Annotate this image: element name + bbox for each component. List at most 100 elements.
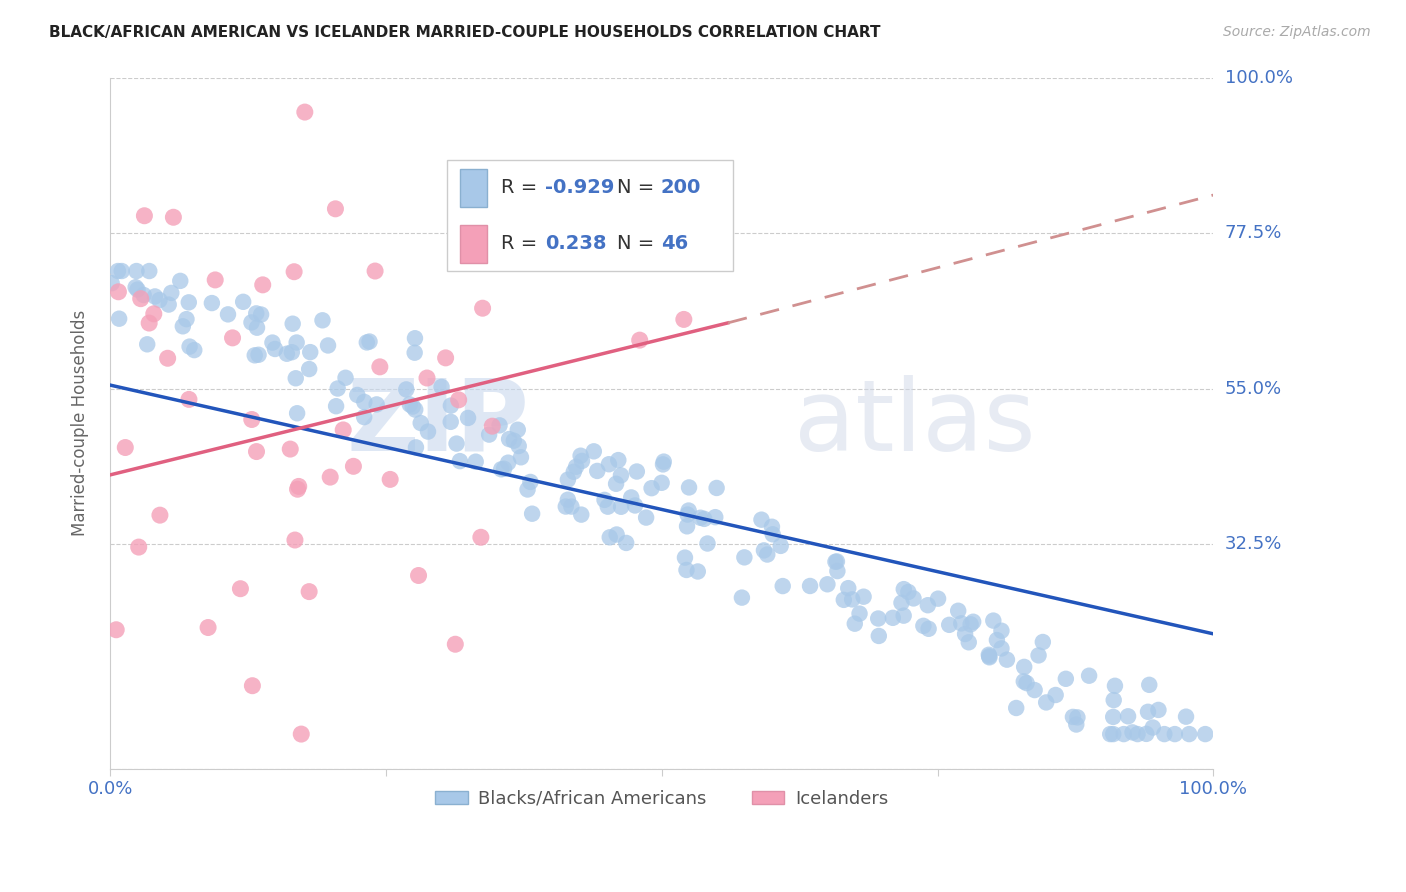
- Point: [825, 554, 848, 568]
- Point: [197, 621, 219, 635]
- Point: [298, 362, 321, 376]
- Point: [1194, 727, 1216, 741]
- Point: [364, 264, 387, 278]
- Point: [832, 592, 855, 607]
- Point: [599, 530, 621, 544]
- Point: [287, 479, 309, 493]
- Text: N =: N =: [617, 235, 659, 253]
- Point: [148, 293, 170, 307]
- Point: [1153, 727, 1175, 741]
- Point: [252, 277, 274, 292]
- Point: [598, 457, 620, 471]
- Point: [950, 616, 973, 631]
- Point: [332, 423, 354, 437]
- Point: [520, 507, 543, 521]
- Point: [138, 316, 160, 330]
- Point: [628, 333, 651, 347]
- Point: [689, 510, 711, 524]
- Point: [848, 607, 870, 621]
- Point: [948, 604, 970, 618]
- Text: 77.5%: 77.5%: [1225, 224, 1282, 242]
- Point: [554, 500, 576, 514]
- Point: [652, 455, 675, 469]
- Point: [1102, 693, 1125, 707]
- Point: [128, 540, 150, 554]
- Point: [325, 202, 347, 216]
- Point: [1012, 674, 1035, 689]
- Point: [962, 615, 984, 629]
- Point: [326, 382, 349, 396]
- Point: [979, 650, 1001, 665]
- Point: [132, 288, 155, 302]
- Point: [298, 584, 321, 599]
- Point: [1116, 709, 1139, 723]
- Point: [1078, 669, 1101, 683]
- Point: [416, 371, 439, 385]
- Point: [404, 345, 426, 359]
- Point: [434, 351, 457, 365]
- Point: [446, 436, 468, 450]
- FancyBboxPatch shape: [460, 169, 488, 207]
- Point: [815, 577, 838, 591]
- Point: [285, 335, 308, 350]
- Text: BLACK/AFRICAN AMERICAN VS ICELANDER MARRIED-COUPLE HOUSEHOLDS CORRELATION CHART: BLACK/AFRICAN AMERICAN VS ICELANDER MARR…: [49, 25, 880, 40]
- Point: [676, 508, 699, 522]
- Point: [686, 565, 709, 579]
- Point: [868, 629, 890, 643]
- Point: [108, 311, 131, 326]
- Point: [430, 380, 453, 394]
- Point: [986, 633, 1008, 648]
- Point: [124, 280, 146, 294]
- Point: [149, 508, 172, 523]
- Point: [470, 530, 492, 544]
- Point: [404, 402, 426, 417]
- Point: [1032, 635, 1054, 649]
- Text: 32.5%: 32.5%: [1225, 535, 1282, 553]
- Point: [1121, 725, 1143, 739]
- Text: atlas: atlas: [794, 375, 1036, 472]
- Text: N =: N =: [617, 178, 659, 197]
- Point: [995, 653, 1018, 667]
- Point: [1137, 678, 1160, 692]
- Point: [284, 533, 307, 547]
- Point: [516, 483, 538, 497]
- Point: [201, 296, 224, 310]
- Point: [652, 458, 675, 472]
- Point: [319, 470, 342, 484]
- Text: 55.0%: 55.0%: [1225, 379, 1282, 398]
- Point: [398, 397, 420, 411]
- Point: [409, 416, 432, 430]
- Point: [624, 499, 647, 513]
- Point: [626, 465, 648, 479]
- Point: [136, 337, 159, 351]
- Point: [221, 331, 243, 345]
- Point: [706, 481, 728, 495]
- Point: [440, 415, 463, 429]
- Point: [502, 434, 524, 448]
- Point: [346, 388, 368, 402]
- Point: [733, 550, 755, 565]
- Point: [449, 454, 471, 468]
- Point: [882, 611, 904, 625]
- Point: [281, 317, 304, 331]
- Point: [129, 292, 152, 306]
- Point: [366, 397, 388, 411]
- Point: [557, 492, 579, 507]
- Point: [1028, 648, 1050, 663]
- Point: [614, 536, 637, 550]
- Text: 46: 46: [661, 235, 688, 253]
- Point: [402, 400, 425, 414]
- Point: [172, 319, 194, 334]
- Point: [478, 427, 501, 442]
- Point: [1126, 727, 1149, 741]
- Point: [917, 622, 939, 636]
- Point: [868, 611, 890, 625]
- Point: [240, 315, 263, 329]
- Point: [560, 500, 582, 514]
- Y-axis label: Married-couple Households: Married-couple Households: [72, 310, 89, 536]
- Point: [316, 338, 339, 352]
- Point: [1147, 703, 1170, 717]
- Point: [156, 351, 179, 366]
- Point: [508, 439, 530, 453]
- Point: [562, 465, 585, 479]
